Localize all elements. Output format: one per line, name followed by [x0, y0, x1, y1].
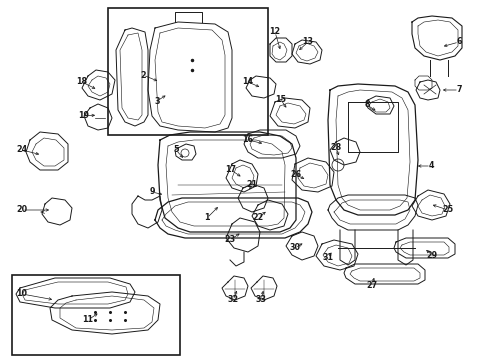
Text: 12: 12 [269, 27, 280, 36]
Text: 10: 10 [17, 289, 27, 298]
Text: 20: 20 [17, 206, 27, 215]
Text: 32: 32 [227, 296, 238, 305]
Text: 17: 17 [225, 166, 236, 175]
Text: 29: 29 [426, 251, 437, 260]
Text: 30: 30 [289, 243, 300, 252]
Text: 19: 19 [79, 112, 89, 121]
Text: 7: 7 [455, 85, 461, 94]
Text: 6: 6 [455, 37, 461, 46]
Text: 11: 11 [82, 315, 93, 324]
Text: 23: 23 [224, 235, 235, 244]
Text: 33: 33 [255, 296, 266, 305]
Text: 27: 27 [366, 280, 377, 289]
Text: 26: 26 [290, 171, 301, 180]
Text: 28: 28 [330, 144, 341, 153]
Bar [12, 275, 180, 355]
Text: 24: 24 [17, 145, 27, 154]
Text: 8: 8 [364, 100, 369, 109]
Text: 5: 5 [173, 145, 179, 154]
Text: 9: 9 [149, 188, 154, 197]
Text: 3: 3 [154, 96, 160, 105]
Text: 21: 21 [246, 180, 257, 189]
Text: 25: 25 [442, 206, 453, 215]
Text: 2: 2 [140, 71, 145, 80]
Text: 16: 16 [242, 135, 253, 144]
Text: 31: 31 [322, 253, 333, 262]
Text: 13: 13 [302, 37, 313, 46]
Text: 15: 15 [275, 95, 286, 104]
Text: 22: 22 [252, 213, 263, 222]
Text: 14: 14 [242, 77, 253, 86]
Text: 1: 1 [204, 213, 209, 222]
Bar [108, 8, 267, 135]
Text: 18: 18 [76, 77, 87, 86]
Text: 4: 4 [427, 162, 433, 171]
